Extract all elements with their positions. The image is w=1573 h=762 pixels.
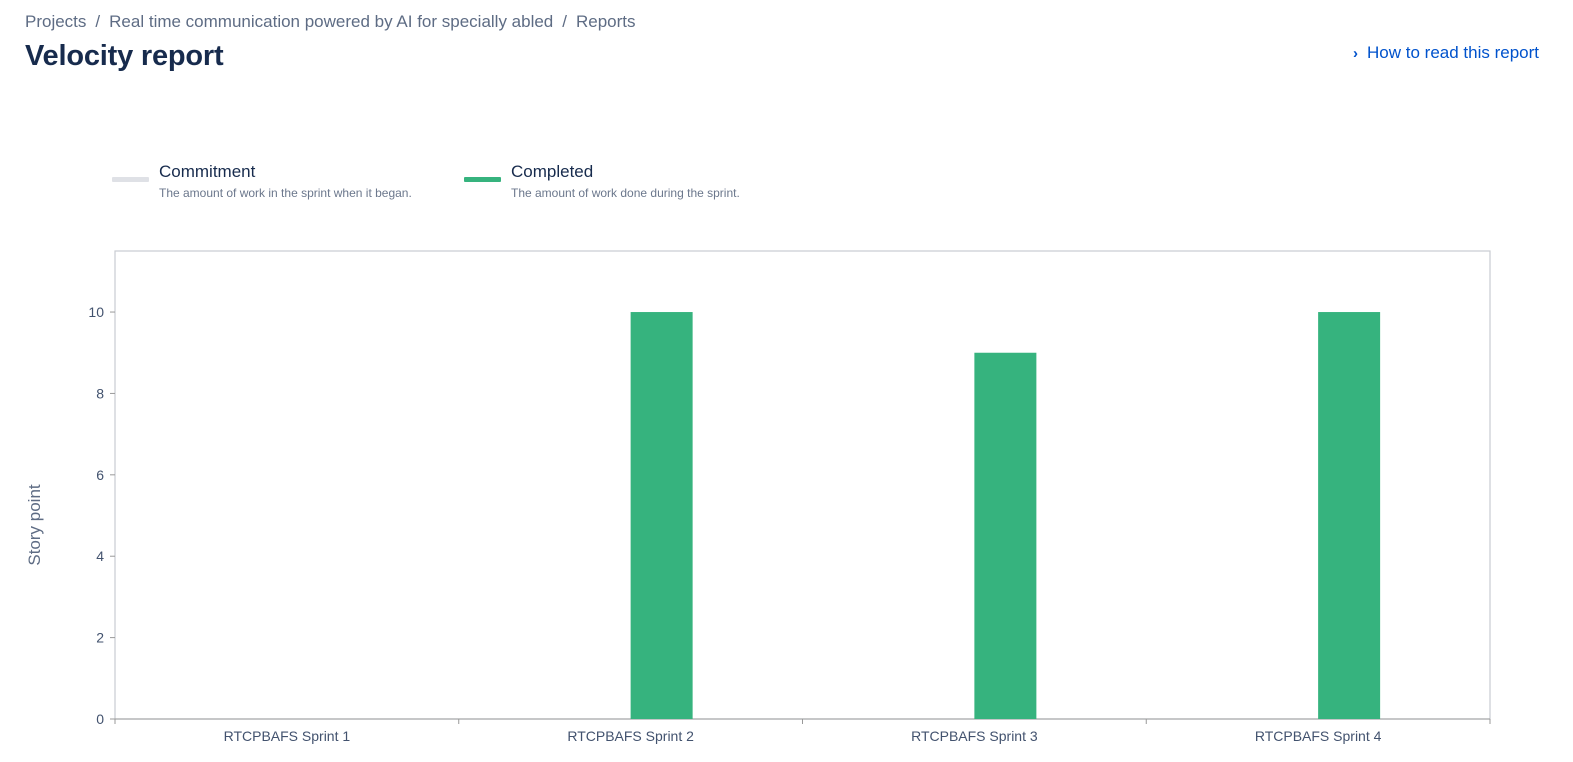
y-tick-label: 0	[96, 711, 104, 727]
bar-completed	[1318, 312, 1381, 719]
chevron-right-icon: ›	[1353, 44, 1359, 62]
x-tick-label: RTCPBAFS Sprint 4	[1255, 728, 1382, 744]
legend-item-completed[interactable]: Completed The amount of work done during…	[464, 160, 740, 201]
legend-title: Commitment	[159, 162, 256, 181]
x-tick-label: RTCPBAFS Sprint 3	[911, 728, 1038, 744]
breadcrumb: Projects / Real time communication powered…	[25, 12, 636, 32]
y-tick-label: 8	[96, 385, 104, 401]
x-tick-label: RTCPBAFS Sprint 2	[567, 728, 694, 744]
chart-legend: Commitment The amount of work in the spr…	[112, 160, 760, 201]
plot-frame	[114, 250, 1491, 720]
legend-description: The amount of work done during the sprin…	[511, 186, 740, 200]
bar-completed	[630, 312, 693, 719]
legend-title: Completed	[511, 162, 594, 181]
x-tick-label: RTCPBAFS Sprint 1	[224, 728, 351, 744]
breadcrumb-project-name[interactable]: Real time communication powered by AI fo…	[109, 12, 554, 31]
commitment-swatch	[112, 177, 149, 182]
y-tick-label: 6	[96, 467, 104, 483]
completed-swatch	[464, 177, 501, 182]
legend-item-commitment[interactable]: Commitment The amount of work in the spr…	[112, 160, 444, 201]
breadcrumb-reports[interactable]: Reports	[576, 12, 636, 31]
y-tick-label: 2	[96, 630, 104, 646]
y-tick-label: 4	[96, 548, 104, 564]
legend-description: The amount of work in the sprint when it…	[159, 186, 412, 200]
y-axis-label: Story point	[25, 484, 44, 566]
y-tick-label: 10	[88, 304, 104, 320]
breadcrumb-projects[interactable]: Projects	[25, 12, 87, 31]
page-title: Velocity report	[25, 40, 224, 72]
how-to-read-report-link[interactable]: › How to read this report	[1353, 43, 1539, 63]
breadcrumb-separator: /	[562, 12, 567, 31]
how-to-read-report-label: How to read this report	[1367, 43, 1539, 62]
breadcrumb-separator: /	[95, 12, 101, 31]
bar-completed	[974, 352, 1037, 719]
